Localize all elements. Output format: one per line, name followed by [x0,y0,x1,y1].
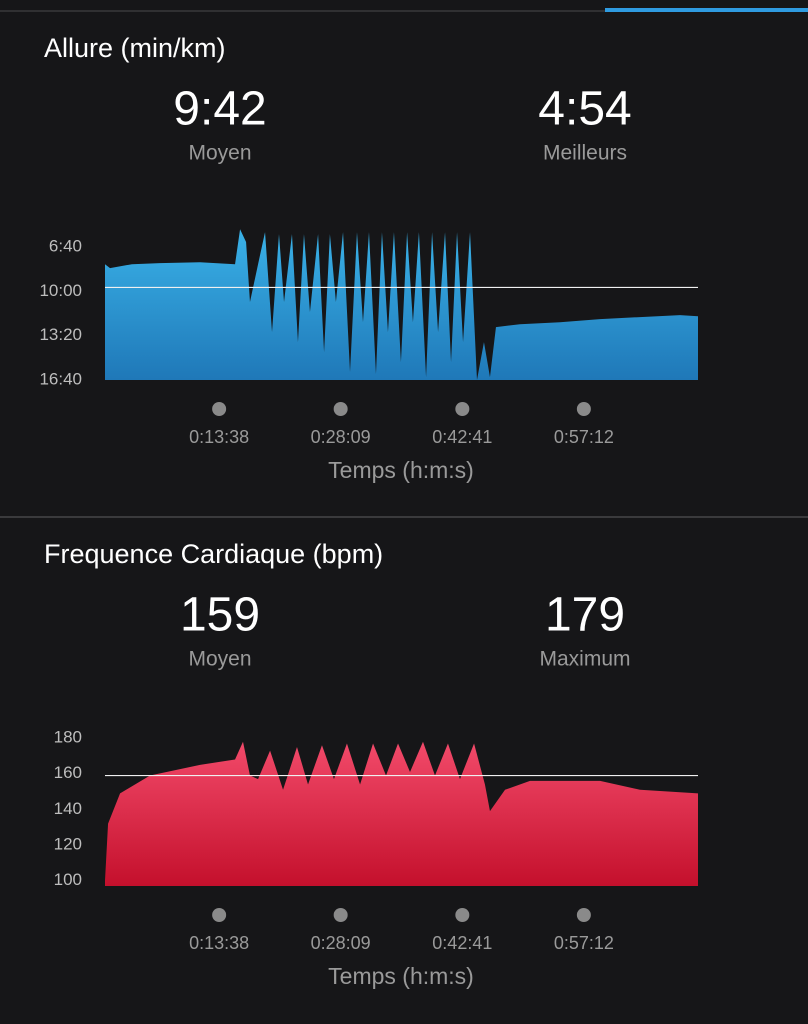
x-tick-label: 0:28:09 [311,427,371,447]
x-tick-label: 0:57:12 [554,427,614,447]
x-tick-label: 0:28:09 [311,933,371,953]
x-tick-dot [333,908,348,922]
stat-label: Moyen [188,648,251,671]
y-tick-label: 13:20 [39,325,82,344]
x-tick-label: 0:57:12 [554,933,614,953]
area [105,229,698,380]
stat-value: 4:54 [538,83,631,136]
x-tick-label: 0:13:38 [189,933,249,953]
x-tick-dot [212,908,227,922]
x-tick-label: 0:42:41 [432,427,492,447]
x-axis-label: Temps (h:m:s) [328,457,474,483]
stat-value: 179 [545,589,625,642]
y-tick-label: 120 [54,835,82,854]
y-tick-label: 6:40 [49,237,82,256]
section-divider [0,516,808,518]
x-axis-label: Temps (h:m:s) [328,963,474,989]
x-tick-dot [212,402,227,416]
stat-value: 9:42 [173,83,266,136]
area [105,741,698,886]
y-tick-label: 10:00 [39,281,82,300]
x-tick-dot [455,402,470,416]
stat-value: 159 [180,589,260,642]
y-tick-label: 140 [54,799,82,818]
x-tick-dot [333,402,348,416]
x-tick-dot [576,908,591,922]
x-tick-dot [576,402,591,416]
x-tick-label: 0:13:38 [189,427,249,447]
section-title: Allure (min/km) [44,33,226,63]
stat-label: Meilleurs [543,142,627,165]
y-tick-label: 100 [54,870,82,889]
y-tick-label: 180 [54,728,82,747]
stat-label: Moyen [188,142,251,165]
x-tick-dot [455,908,470,922]
y-tick-label: 16:40 [39,369,82,388]
stat-label: Maximum [539,648,630,671]
x-tick-label: 0:42:41 [432,933,492,953]
y-tick-label: 160 [54,763,82,782]
section-title: Frequence Cardiaque (bpm) [44,539,383,569]
